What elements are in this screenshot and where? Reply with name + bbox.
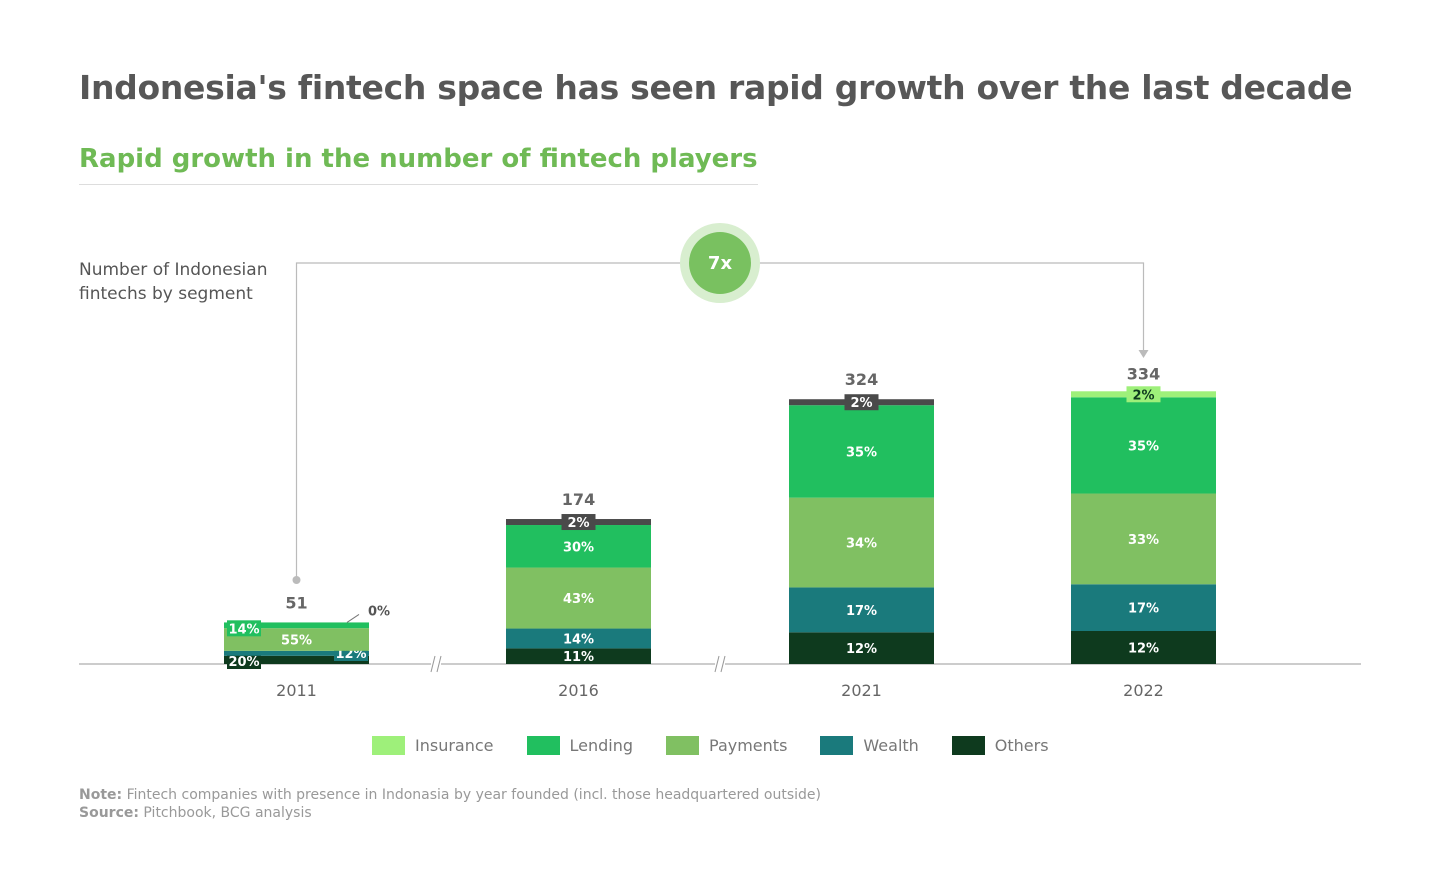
bar-segment-lending-2011 (224, 622, 369, 629)
data-label-top-2011: 0% (368, 604, 390, 619)
bar-segment-others-2021 (789, 632, 934, 664)
data-label-others-2016: 11% (563, 650, 594, 665)
leader-line (346, 614, 360, 623)
bar-segment-lending-2016 (506, 525, 651, 568)
axis-break (431, 656, 441, 672)
growth-badge (689, 232, 751, 294)
total-label-2016: 174 (562, 490, 595, 509)
bar-segment-payments-2022 (1071, 493, 1216, 585)
bar-segment-wealth-2022 (1071, 584, 1216, 632)
legend-swatch (820, 736, 854, 755)
data-label-top-2016: 2% (567, 516, 589, 531)
y-axis-label: Number of Indonesian fintechs by segment (79, 260, 268, 304)
x-tick-label-2022: 2022 (1123, 681, 1164, 700)
bar-segment-payments-2016 (506, 567, 651, 629)
page-title: Indonesia's fintech space has seen rapid… (79, 68, 1353, 107)
data-label-others-2022: 12% (1128, 642, 1159, 657)
bar-segment-others-2022 (1071, 631, 1216, 664)
legend-item-wealth: Wealth (820, 736, 919, 755)
bar-segment-others-2016 (506, 648, 651, 664)
legend-item-others: Others (951, 736, 1049, 755)
label-bg (1126, 386, 1161, 403)
data-label-payments-2016: 43% (563, 592, 594, 607)
x-tick-label-2016: 2016 (558, 681, 599, 700)
data-label-wealth-2021: 17% (846, 604, 877, 619)
legend-item-lending: Lending (526, 736, 634, 755)
label-bg (227, 653, 261, 669)
axis-break (715, 656, 725, 672)
data-label-wealth-2016: 14% (563, 632, 594, 647)
label-bg (227, 620, 261, 637)
data-label-lending-2011: 14% (228, 622, 259, 637)
legend-label: Others (994, 736, 1049, 755)
data-label-payments-2011: 55% (281, 634, 312, 649)
bar-segment-others-2011 (224, 655, 369, 664)
legend-item-payments: Payments (666, 736, 787, 755)
data-label-payments-2022: 33% (1128, 533, 1159, 548)
data-label-lending-2022: 35% (1128, 439, 1159, 454)
axis-break-mark (720, 655, 726, 673)
note-text: Fintech companies with presence in Indon… (126, 787, 821, 803)
x-tick-label-2011: 2011 (276, 681, 317, 700)
label-bg (844, 394, 879, 411)
legend-swatch (951, 736, 985, 755)
data-label-others-2021: 12% (846, 642, 877, 657)
growth-connector (295, 262, 1145, 580)
legend-swatch (372, 736, 405, 755)
bar-segment-wealth-2011 (224, 650, 369, 656)
bar-segment-lending-2021 (789, 405, 934, 498)
data-label-lending-2021: 35% (846, 445, 877, 460)
bar-segment-wealth-2016 (506, 628, 651, 649)
legend-label: Payments (709, 736, 788, 755)
data-label-top-2022: 2% (1132, 388, 1154, 403)
data-label-wealth-2022: 17% (1128, 602, 1159, 617)
chart-subtitle: Rapid growth in the number of fintech pl… (79, 144, 758, 185)
total-label-2021: 324 (845, 370, 878, 389)
label-bg (561, 514, 596, 531)
total-label-2022: 334 (1127, 364, 1160, 383)
axis-break-mark (436, 655, 442, 673)
legend: Insurance Lending Payments Wealth Others (372, 736, 1049, 755)
data-label-others-2011: 20% (228, 655, 259, 670)
footnote: Note: Fintech companies with presence in… (79, 786, 821, 822)
source-text: Pitchbook, BCG analysis (143, 805, 312, 821)
data-label-payments-2021: 34% (846, 537, 877, 552)
data-label-lending-2016: 30% (563, 540, 594, 555)
connector-start-dot (292, 576, 301, 584)
legend-swatch (526, 736, 560, 755)
source-label: Source: (79, 805, 139, 821)
connector-arrow-icon (1138, 350, 1149, 358)
bar-segment-lending-2022 (1071, 397, 1216, 494)
bar-segment-payments-2021 (789, 497, 934, 588)
legend-swatch (666, 736, 700, 755)
total-label-2011: 51 (285, 593, 307, 612)
axis-break-mark (714, 655, 720, 673)
note-label: Note: (79, 787, 123, 803)
data-label-top-2021: 2% (850, 396, 872, 411)
growth-badge-label: 7x (708, 253, 733, 274)
legend-label: Wealth (863, 736, 919, 755)
legend-label: Insurance (415, 736, 494, 755)
axis-break-mark (430, 655, 436, 673)
bar-segment-wealth-2021 (789, 587, 934, 633)
x-tick-label-2021: 2021 (841, 681, 882, 700)
legend-item-insurance: Insurance (372, 736, 494, 755)
legend-label: Lending (569, 736, 634, 755)
